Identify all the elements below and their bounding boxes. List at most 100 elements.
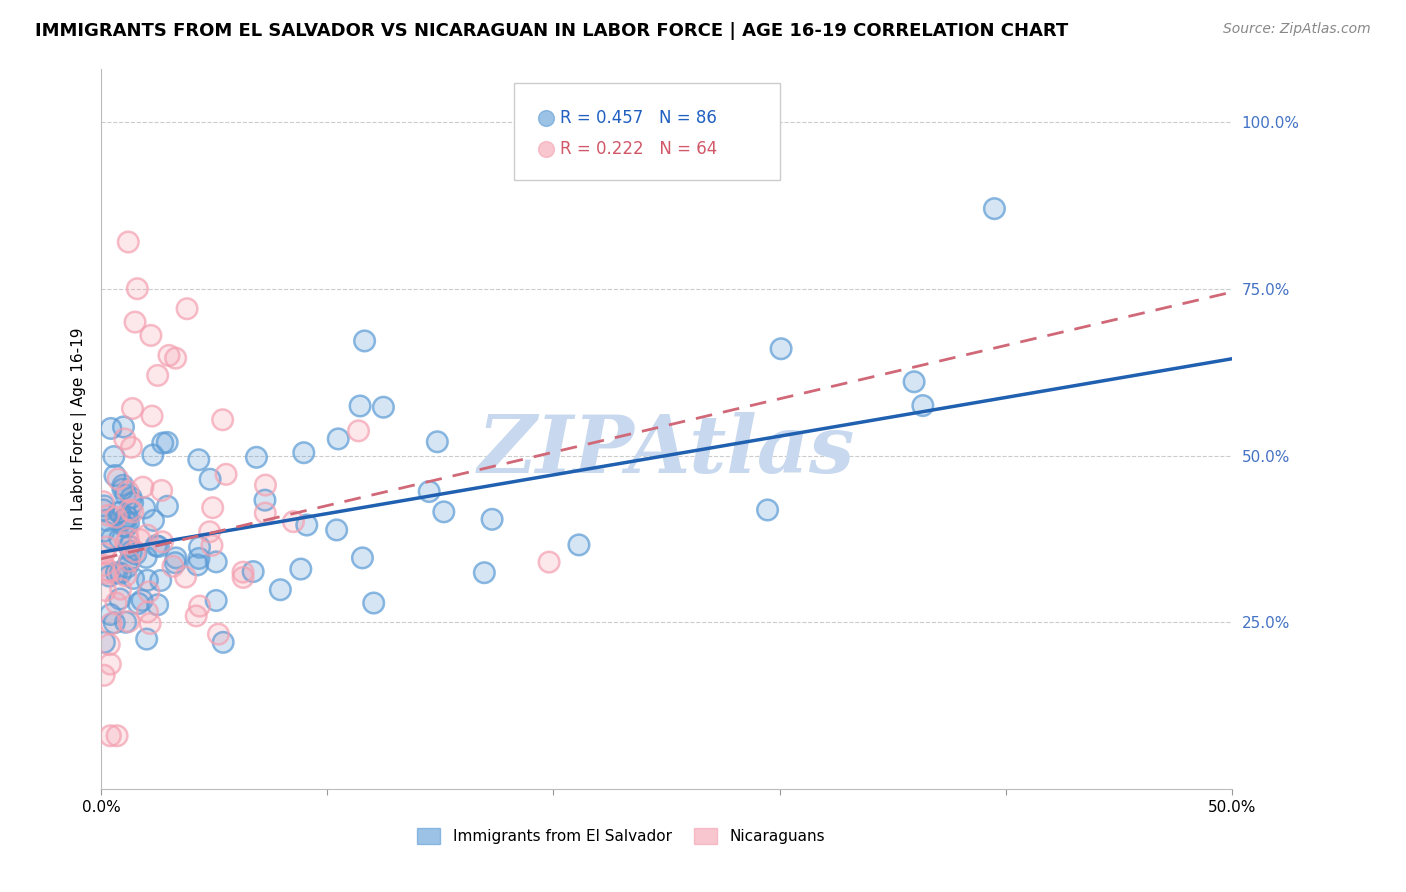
Point (148, 540, 170, 554)
Point (127, 597, 149, 611)
Point (205, 593, 228, 607)
Point (114, 568, 136, 582)
Point (121, 401, 143, 416)
Point (124, 315, 146, 329)
Point (125, 547, 148, 561)
Legend: Immigrants from El Salvador, Nicaraguans: Immigrants from El Salvador, Nicaraguans (412, 822, 831, 850)
Point (201, 538, 224, 552)
Point (325, 523, 347, 537)
Point (136, 605, 159, 619)
Point (117, 516, 139, 530)
Point (207, 627, 229, 641)
Point (138, 585, 160, 599)
Point (165, 550, 187, 565)
Point (232, 565, 254, 579)
Point (124, 545, 146, 559)
Point (176, 301, 198, 316)
Point (114, 432, 136, 446)
Point (770, 342, 793, 356)
Point (254, 506, 277, 520)
Point (134, 500, 156, 515)
Point (100, 729, 122, 743)
Point (114, 432, 136, 446)
Point (93, 547, 115, 561)
FancyBboxPatch shape (513, 83, 779, 180)
Point (98, 569, 121, 583)
Point (162, 559, 184, 574)
Point (211, 413, 233, 427)
Point (117, 510, 139, 524)
Point (96, 540, 118, 554)
Point (93, 547, 115, 561)
Point (110, 582, 132, 596)
Point (132, 480, 155, 494)
Point (188, 551, 211, 566)
Point (121, 505, 143, 519)
Point (146, 598, 169, 612)
Point (418, 484, 440, 499)
Point (253, 493, 276, 508)
Point (103, 450, 125, 464)
Point (108, 532, 131, 546)
Point (139, 328, 162, 343)
Point (93, 558, 115, 573)
Point (112, 420, 135, 434)
Point (150, 483, 173, 498)
Point (347, 424, 370, 438)
Point (325, 523, 347, 537)
Point (433, 505, 456, 519)
Point (165, 556, 187, 570)
Point (198, 472, 221, 486)
Point (245, 450, 267, 465)
Point (105, 566, 128, 580)
Point (115, 520, 138, 534)
Point (98, 638, 121, 652)
Point (283, 515, 305, 529)
Point (135, 632, 157, 646)
Point (108, 505, 131, 519)
Point (352, 550, 374, 565)
Point (132, 480, 155, 494)
Point (114, 615, 136, 630)
Point (120, 544, 142, 558)
Point (254, 506, 277, 520)
Point (136, 605, 159, 619)
Point (174, 570, 197, 584)
Point (201, 500, 224, 515)
Point (104, 468, 127, 483)
Point (111, 482, 134, 496)
Point (186, 608, 208, 623)
Point (290, 562, 312, 576)
Point (142, 448, 165, 462)
Point (108, 505, 131, 519)
Point (188, 551, 211, 566)
Point (481, 512, 503, 526)
Point (472, 566, 495, 580)
Point (373, 401, 395, 415)
Point (135, 632, 157, 646)
Point (481, 512, 503, 526)
Point (117, 615, 139, 629)
Point (146, 368, 169, 383)
Point (983, 202, 1005, 216)
Point (136, 528, 159, 542)
Point (97, 508, 120, 523)
Point (118, 554, 141, 568)
Point (118, 554, 141, 568)
Point (418, 484, 440, 499)
Point (120, 491, 142, 505)
Point (129, 533, 152, 547)
Point (93, 499, 115, 513)
Point (101, 532, 124, 546)
Point (146, 368, 169, 383)
Point (205, 555, 228, 569)
Text: ZIPAtlas: ZIPAtlas (478, 412, 855, 489)
Point (114, 512, 136, 526)
Point (105, 510, 128, 524)
Point (127, 282, 149, 296)
Point (93, 668, 115, 682)
Point (121, 496, 143, 510)
Point (117, 532, 139, 546)
Point (111, 478, 134, 492)
Point (215, 467, 238, 482)
